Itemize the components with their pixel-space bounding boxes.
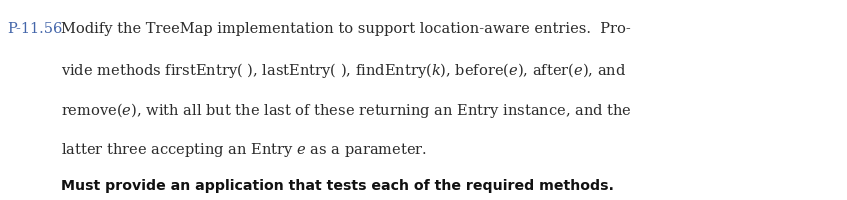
Text: Modify the TreeMap implementation to support location-aware entries.  Pro-: Modify the TreeMap implementation to sup… (61, 22, 631, 36)
Text: vide methods firstEntry( ), lastEntry( ), findEntry($k$), before($e$), after($e$: vide methods firstEntry( ), lastEntry( )… (61, 60, 626, 79)
Text: latter three accepting an Entry $e$ as a parameter.: latter three accepting an Entry $e$ as a… (61, 141, 427, 159)
Text: remove($e$), with all but the last of these returning an Entry instance, and the: remove($e$), with all but the last of th… (61, 102, 632, 120)
Text: P-11.56: P-11.56 (7, 22, 62, 36)
Text: Must provide an application that tests each of the required methods.: Must provide an application that tests e… (61, 179, 614, 193)
